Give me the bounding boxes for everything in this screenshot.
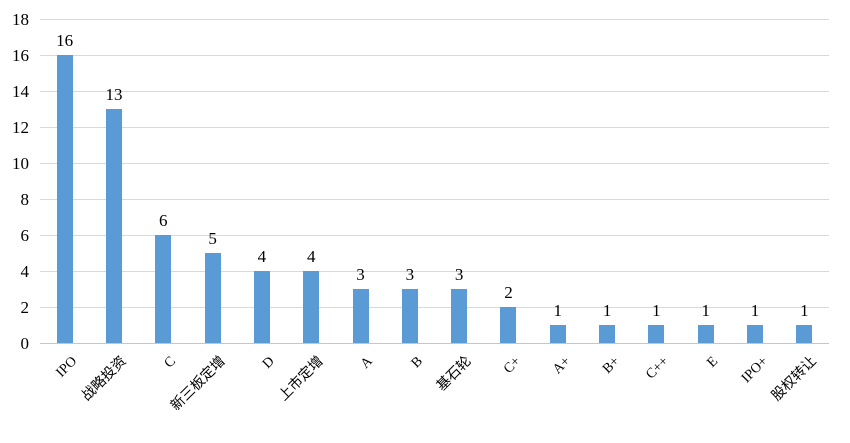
bar-D — [253, 271, 270, 343]
data-label: 1 — [652, 301, 661, 320]
y-tick-label: 8 — [20, 190, 30, 209]
x-tick-label: C — [161, 354, 179, 372]
bar-股权转让 — [796, 325, 813, 343]
gridline — [40, 162, 829, 164]
bar-A — [352, 289, 369, 343]
x-tick-label: E — [704, 354, 722, 371]
x-tick-label: 股权转让 — [769, 354, 820, 405]
x-tick-label: 战略投资 — [79, 354, 130, 405]
x-tick-label: 基石轮 — [434, 354, 475, 395]
data-label: 3 — [405, 265, 415, 284]
y-tick-label: 6 — [20, 226, 30, 245]
y-tick-label: 2 — [20, 298, 30, 317]
x-tick-label: 上市定增 — [276, 354, 327, 405]
gridline — [40, 306, 829, 308]
gridline — [40, 270, 829, 272]
x-axis-line — [40, 342, 829, 344]
x-tick-label: IPO — [53, 354, 81, 381]
y-tick-label: 12 — [12, 118, 29, 137]
bar-IPO — [56, 55, 73, 343]
bar-战略投资 — [105, 109, 122, 343]
bar-E — [697, 325, 714, 343]
y-tick-label: 10 — [12, 154, 29, 173]
data-label: 5 — [208, 229, 217, 248]
gridline — [40, 18, 829, 20]
bar-新三板定增 — [204, 253, 221, 343]
data-label: 1 — [800, 301, 809, 320]
data-label: 3 — [356, 265, 365, 284]
x-tick-label: IPO+ — [738, 354, 771, 387]
x-tick-label: C+ — [501, 354, 525, 377]
bar-C+ — [500, 307, 517, 343]
data-label: 13 — [105, 85, 123, 104]
data-label: 6 — [159, 211, 168, 230]
x-tick-label: A+ — [550, 354, 574, 378]
gridline — [40, 90, 829, 92]
y-tick-label: 4 — [20, 262, 30, 281]
gridline — [40, 54, 829, 56]
y-tick-label: 16 — [12, 46, 29, 65]
bar-上市定增 — [303, 271, 320, 343]
bar-B — [401, 289, 418, 343]
data-label: 4 — [306, 247, 316, 266]
y-tick-label: 18 — [12, 10, 29, 29]
y-tick-label: 0 — [20, 334, 30, 353]
bar-B+ — [599, 325, 616, 343]
data-label: 1 — [701, 301, 710, 320]
data-label: 1 — [602, 301, 612, 320]
bar-C++ — [648, 325, 665, 343]
bar-A+ — [549, 325, 566, 343]
gridline — [40, 234, 829, 236]
x-tick-label: A — [358, 354, 377, 372]
gridline — [40, 126, 829, 128]
x-tick-label: D — [259, 354, 278, 372]
data-label: 4 — [257, 247, 267, 266]
data-label: 3 — [454, 265, 464, 284]
bar-IPO+ — [747, 325, 764, 343]
bar-基石轮 — [451, 289, 468, 343]
data-label: 1 — [553, 301, 563, 320]
data-label: 2 — [504, 283, 513, 302]
gridline — [40, 198, 829, 200]
x-tick-label: B — [408, 354, 426, 372]
bar-C — [155, 235, 172, 343]
y-tick-label: 14 — [12, 82, 29, 101]
data-label: 16 — [56, 31, 74, 50]
x-tick-label: B+ — [599, 354, 623, 377]
data-label: 1 — [750, 301, 760, 320]
x-tick-label: C++ — [643, 354, 673, 383]
